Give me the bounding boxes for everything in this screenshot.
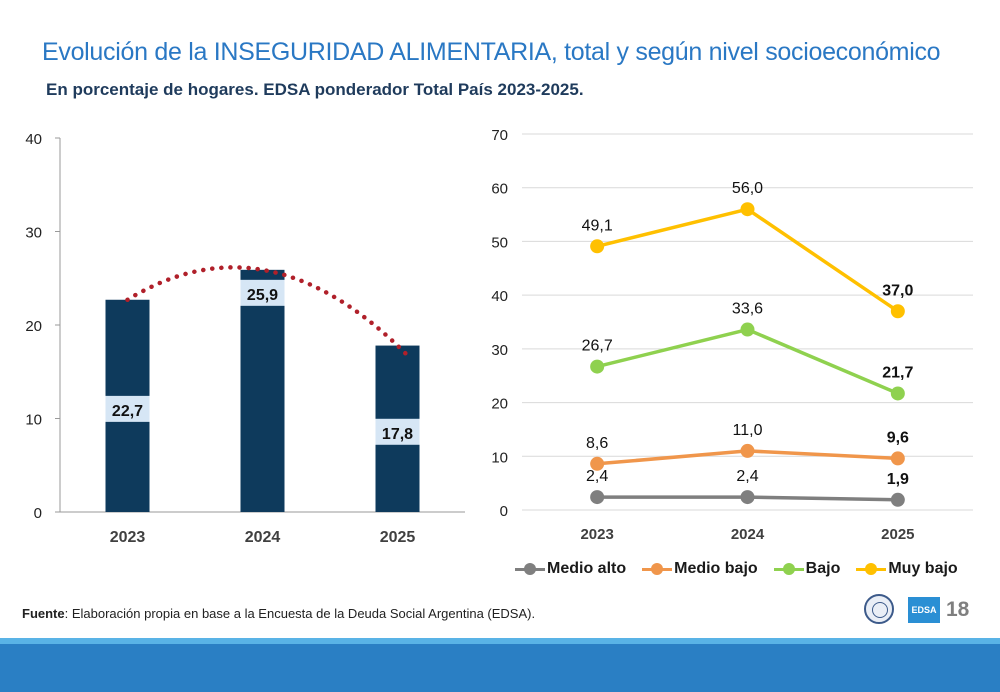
line-point <box>890 386 905 401</box>
line-data-label: 33,6 <box>732 301 763 318</box>
bar-y-tick-label: 0 <box>34 505 42 522</box>
page-title: Evolución de la INSEGURIDAD ALIMENTARIA,… <box>42 38 941 66</box>
source-label: Fuente <box>22 606 65 621</box>
legend-swatch <box>642 562 673 576</box>
line-data-label: 26,7 <box>582 338 613 355</box>
line-y-tick-label: 0 <box>500 503 508 520</box>
line-series <box>596 327 899 396</box>
bar-data-label-box <box>375 418 420 445</box>
line-y-tick-label: 60 <box>491 181 508 198</box>
bar-y-tick-label: 40 <box>25 131 42 148</box>
line-data-label: 8,6 <box>586 435 608 452</box>
line-y-tick-label: 20 <box>491 396 508 413</box>
footer-band <box>0 644 1000 692</box>
bar-x-tick-label: 2025 <box>380 529 416 546</box>
edsa-logo: EDSA <box>908 597 940 623</box>
line-point <box>740 443 755 458</box>
bar-chart: 0 10 20 30 40 2023 22,7 2024 25,9 2025 17,8 <box>25 131 465 546</box>
legend-swatch <box>773 562 804 576</box>
page-subtitle: En porcentaje de hogares. EDSA ponderado… <box>46 80 584 99</box>
line-point <box>890 304 905 319</box>
line-point <box>590 490 605 505</box>
source-text: : Elaboración propia en base a la Encues… <box>64 606 536 621</box>
line-series <box>596 207 899 313</box>
bar-x-tick-label: 2024 <box>245 529 281 546</box>
legend-item: Medio alto <box>515 560 626 578</box>
legend-swatch-dot <box>524 563 536 575</box>
bar-x-tick-label: 2023 <box>110 529 146 546</box>
line-point <box>590 456 605 471</box>
bar-data-label-box <box>105 395 150 422</box>
line-point <box>740 202 755 217</box>
legend-item: Bajo <box>773 560 841 578</box>
legend-item: Medio bajo <box>642 560 758 578</box>
line-data-label: 2,4 <box>736 468 758 485</box>
line-data-label: 9,6 <box>887 429 909 446</box>
legend-swatch <box>515 562 545 576</box>
line-point <box>740 490 755 505</box>
legend-swatch-dot <box>865 563 878 575</box>
bar-y-tick-label: 10 <box>25 412 42 429</box>
legend-swatch-dot <box>651 563 664 575</box>
line-point <box>890 492 905 507</box>
legend-swatch <box>856 562 887 576</box>
line-chart-legend: Medio alto Medio bajo Bajo Muy bajo <box>515 558 974 580</box>
line-data-label: 11,0 <box>733 422 763 439</box>
line-data-label: 21,7 <box>882 364 913 381</box>
bar-data-label-box <box>240 279 285 306</box>
line-point <box>590 359 605 374</box>
line-point <box>590 239 605 254</box>
bar-data-label: 17,8 <box>382 426 413 443</box>
bar <box>240 269 285 512</box>
line-chart: 0 10 20 30 40 50 60 70 2023 2024 2025 2,4 2,4 1,9 8,6 1… <box>491 127 973 543</box>
university-seal-logo <box>864 594 894 624</box>
bar-y-tick-label: 30 <box>25 225 42 242</box>
line-point <box>740 322 755 337</box>
line-x-tick-label: 2023 <box>580 526 613 543</box>
legend-label: Medio bajo <box>674 560 758 577</box>
legend-item: Muy bajo <box>856 560 958 578</box>
line-y-tick-label: 50 <box>491 234 508 251</box>
line-data-label: 37,0 <box>882 282 913 299</box>
line-y-tick-label: 10 <box>491 449 508 466</box>
legend-label: Muy bajo <box>888 560 958 577</box>
line-data-label: 2,4 <box>586 468 608 485</box>
line-data-label: 56,0 <box>732 180 763 197</box>
bar-data-label: 22,7 <box>112 403 143 420</box>
bar-trend-curve <box>125 265 412 360</box>
line-x-tick-label: 2024 <box>731 526 765 543</box>
legend-swatch-dot <box>782 563 795 575</box>
bar-y-tick-label: 20 <box>25 318 42 335</box>
line-y-tick-label: 70 <box>491 127 508 144</box>
legend-label: Bajo <box>805 560 841 577</box>
line-x-tick-label: 2025 <box>881 526 914 543</box>
legend-label: Medio alto <box>547 560 627 577</box>
line-y-tick-label: 30 <box>491 342 508 359</box>
line-data-label: 1,9 <box>887 471 909 488</box>
line-point <box>890 451 905 466</box>
footer-accent-line <box>0 638 1000 644</box>
line-y-tick-label: 40 <box>491 288 508 305</box>
line-data-label: 49,1 <box>582 217 613 234</box>
page-number: 18 <box>946 598 970 621</box>
bar-data-label: 25,9 <box>247 287 278 304</box>
source-note: Fuente: Elaboración propia en base a la … <box>22 606 535 621</box>
